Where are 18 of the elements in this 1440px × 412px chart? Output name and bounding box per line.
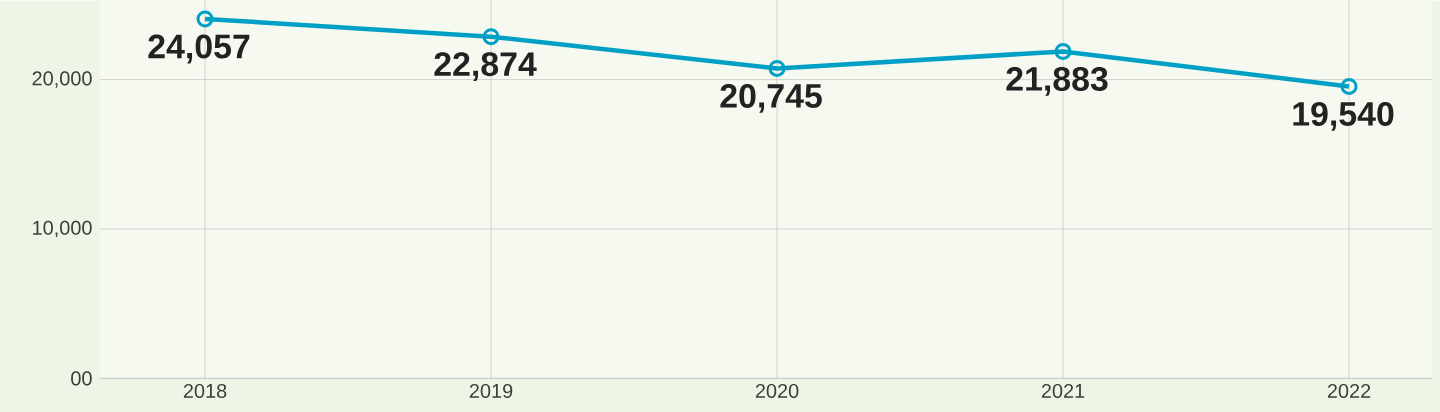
point — [768, 59, 786, 77]
y-tick-label: 10,000 — [33, 220, 92, 238]
x-tick-label: 2021 — [1041, 383, 1085, 398]
x-tick-label: 2020 — [755, 383, 799, 398]
x-tick-label: 2022 — [1327, 383, 1371, 398]
point — [1340, 77, 1358, 95]
x-tick-label: 2018 — [183, 383, 227, 398]
x-tick-label: 2019 — [469, 383, 513, 398]
point — [482, 27, 500, 45]
data-label: 19,540 — [1293, 101, 1394, 131]
data-label: 22,874 — [434, 51, 537, 81]
point — [1054, 42, 1072, 60]
y-tick-label: 20,000 — [32, 71, 92, 88]
data-label: 21,883 — [1006, 66, 1108, 96]
point — [196, 10, 214, 28]
data-label: 20,745 — [720, 83, 822, 113]
y-tick-label: 00 — [71, 371, 92, 386]
data-label: 24,057 — [148, 34, 250, 64]
